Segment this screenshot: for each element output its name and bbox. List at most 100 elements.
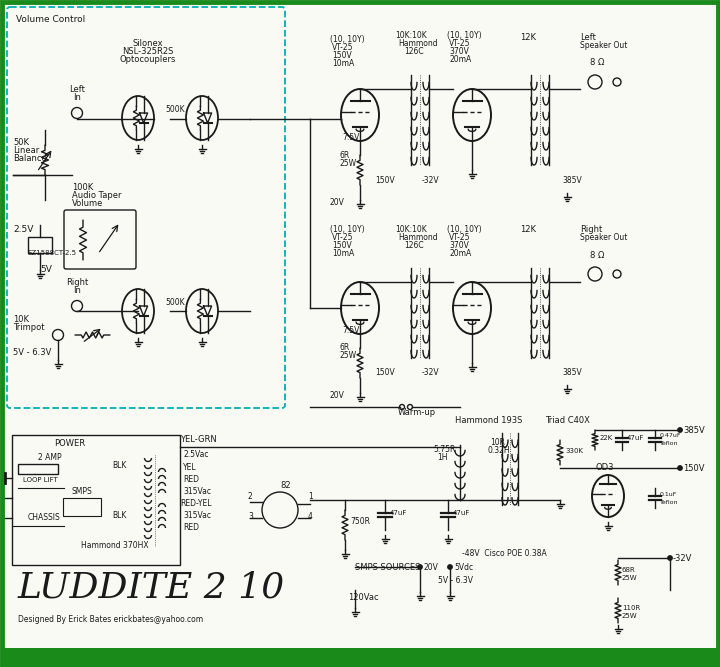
- Text: VT-25: VT-25: [332, 43, 354, 52]
- Text: Right: Right: [66, 278, 88, 287]
- Text: Designed By Erick Bates erickbates@yahoo.com: Designed By Erick Bates erickbates@yahoo…: [18, 615, 203, 624]
- Text: 25W: 25W: [340, 351, 357, 360]
- Text: (10, 10Y): (10, 10Y): [330, 225, 364, 234]
- Text: Trimpot: Trimpot: [13, 323, 45, 332]
- Circle shape: [418, 565, 422, 569]
- Text: 25W: 25W: [622, 575, 638, 581]
- Text: 110R: 110R: [622, 605, 640, 611]
- Text: 50K: 50K: [13, 138, 29, 147]
- Text: 82: 82: [280, 481, 291, 490]
- Text: 100K: 100K: [72, 183, 94, 192]
- Text: 150V: 150V: [375, 176, 395, 185]
- Text: 7.5V: 7.5V: [342, 133, 359, 142]
- Text: 330K: 330K: [565, 448, 583, 454]
- Text: 2.5V: 2.5V: [13, 225, 33, 234]
- Bar: [18, 464, 58, 474]
- Text: 150V: 150V: [332, 51, 352, 60]
- Text: 385V: 385V: [562, 368, 582, 377]
- Text: 385V: 385V: [562, 176, 582, 185]
- Text: 12K: 12K: [520, 33, 536, 42]
- Text: 2 AMP: 2 AMP: [38, 453, 62, 462]
- Text: SMPS SOURCES: SMPS SOURCES: [355, 563, 420, 572]
- Text: 10R: 10R: [490, 438, 505, 447]
- Text: 7.5V: 7.5V: [342, 326, 359, 335]
- Text: 47uF: 47uF: [627, 435, 644, 441]
- Text: LUDDITE 2 10: LUDDITE 2 10: [18, 571, 285, 605]
- Text: 6R: 6R: [340, 343, 350, 352]
- Text: 120Vac: 120Vac: [348, 593, 379, 602]
- Text: 47uF: 47uF: [390, 510, 408, 516]
- Bar: [28, 237, 52, 253]
- Text: BLK: BLK: [112, 511, 127, 520]
- Bar: [12, 435, 180, 565]
- Text: OD3: OD3: [595, 463, 613, 472]
- Text: 500K: 500K: [165, 298, 184, 307]
- Text: 10K:10K: 10K:10K: [395, 31, 427, 40]
- Text: 25W: 25W: [622, 613, 638, 619]
- Text: YEL: YEL: [183, 463, 197, 472]
- Text: POWER: POWER: [55, 439, 86, 448]
- Text: 5Vdc: 5Vdc: [454, 563, 473, 572]
- Text: 126C: 126C: [404, 47, 423, 56]
- Text: Right: Right: [580, 225, 602, 234]
- Text: LOOP LIFT: LOOP LIFT: [23, 477, 58, 483]
- Text: (10, 10Y): (10, 10Y): [447, 31, 482, 40]
- Text: Hammond 370HX: Hammond 370HX: [81, 541, 149, 550]
- Text: BLK: BLK: [112, 461, 127, 470]
- Text: -32V: -32V: [422, 176, 440, 185]
- Text: 68R: 68R: [622, 567, 636, 573]
- Circle shape: [448, 565, 452, 569]
- Text: EZ1588CT-2.5: EZ1588CT-2.5: [27, 250, 76, 256]
- Text: (10, 10Y): (10, 10Y): [447, 225, 482, 234]
- Text: 20V: 20V: [330, 198, 345, 207]
- Circle shape: [678, 466, 683, 470]
- Bar: [63, 498, 101, 516]
- Text: Balance: Balance: [13, 154, 47, 163]
- Text: Left: Left: [580, 33, 596, 42]
- Text: CHASSIS: CHASSIS: [28, 513, 60, 522]
- Text: 370V: 370V: [449, 47, 469, 56]
- Text: 8 Ω: 8 Ω: [590, 58, 604, 67]
- Text: Hammond: Hammond: [398, 233, 438, 242]
- Text: 10mA: 10mA: [332, 249, 354, 258]
- Text: Audio Taper: Audio Taper: [72, 191, 122, 200]
- Text: Optocouplers: Optocouplers: [120, 55, 176, 64]
- Text: Teflon: Teflon: [660, 500, 678, 505]
- Text: 6R: 6R: [340, 151, 350, 160]
- Text: 47uF: 47uF: [453, 510, 470, 516]
- Text: 500K: 500K: [165, 105, 184, 114]
- Text: 126C: 126C: [404, 241, 423, 250]
- Text: YEL-GRN: YEL-GRN: [180, 435, 217, 444]
- Text: Hammond 193S: Hammond 193S: [455, 416, 523, 425]
- Text: (10, 10Y): (10, 10Y): [330, 35, 364, 44]
- Text: Warm-up: Warm-up: [398, 408, 436, 417]
- Text: 25W: 25W: [340, 159, 357, 168]
- Text: 315Vac: 315Vac: [183, 511, 211, 520]
- Text: 5V - 6.3V: 5V - 6.3V: [438, 576, 473, 585]
- Text: VT-25: VT-25: [332, 233, 354, 242]
- Text: Teflon: Teflon: [660, 441, 678, 446]
- Text: 20mA: 20mA: [449, 55, 472, 64]
- Text: 385V: 385V: [683, 426, 705, 435]
- Text: 0.1uF: 0.1uF: [660, 492, 678, 497]
- Text: 12K: 12K: [520, 225, 536, 234]
- Text: 370V: 370V: [449, 241, 469, 250]
- Text: 2: 2: [248, 492, 253, 501]
- Text: -32V: -32V: [673, 554, 693, 563]
- Text: 10mA: 10mA: [332, 59, 354, 68]
- Circle shape: [678, 428, 683, 432]
- Text: Speaker Out: Speaker Out: [580, 41, 627, 50]
- Text: 150V: 150V: [332, 241, 352, 250]
- Text: 150V: 150V: [375, 368, 395, 377]
- Text: VT-25: VT-25: [449, 233, 470, 242]
- Text: Speaker Out: Speaker Out: [580, 233, 627, 242]
- Text: 5V: 5V: [40, 265, 52, 274]
- Text: 5V - 6.3V: 5V - 6.3V: [13, 348, 51, 357]
- Text: Triad C40X: Triad C40X: [545, 416, 590, 425]
- Text: 22K: 22K: [600, 435, 613, 441]
- Text: 5.75R: 5.75R: [433, 445, 455, 454]
- Text: 4: 4: [308, 512, 313, 521]
- Text: 0.47uF: 0.47uF: [660, 433, 682, 438]
- Text: 10K: 10K: [13, 315, 29, 324]
- Text: RED-YEL: RED-YEL: [180, 499, 212, 508]
